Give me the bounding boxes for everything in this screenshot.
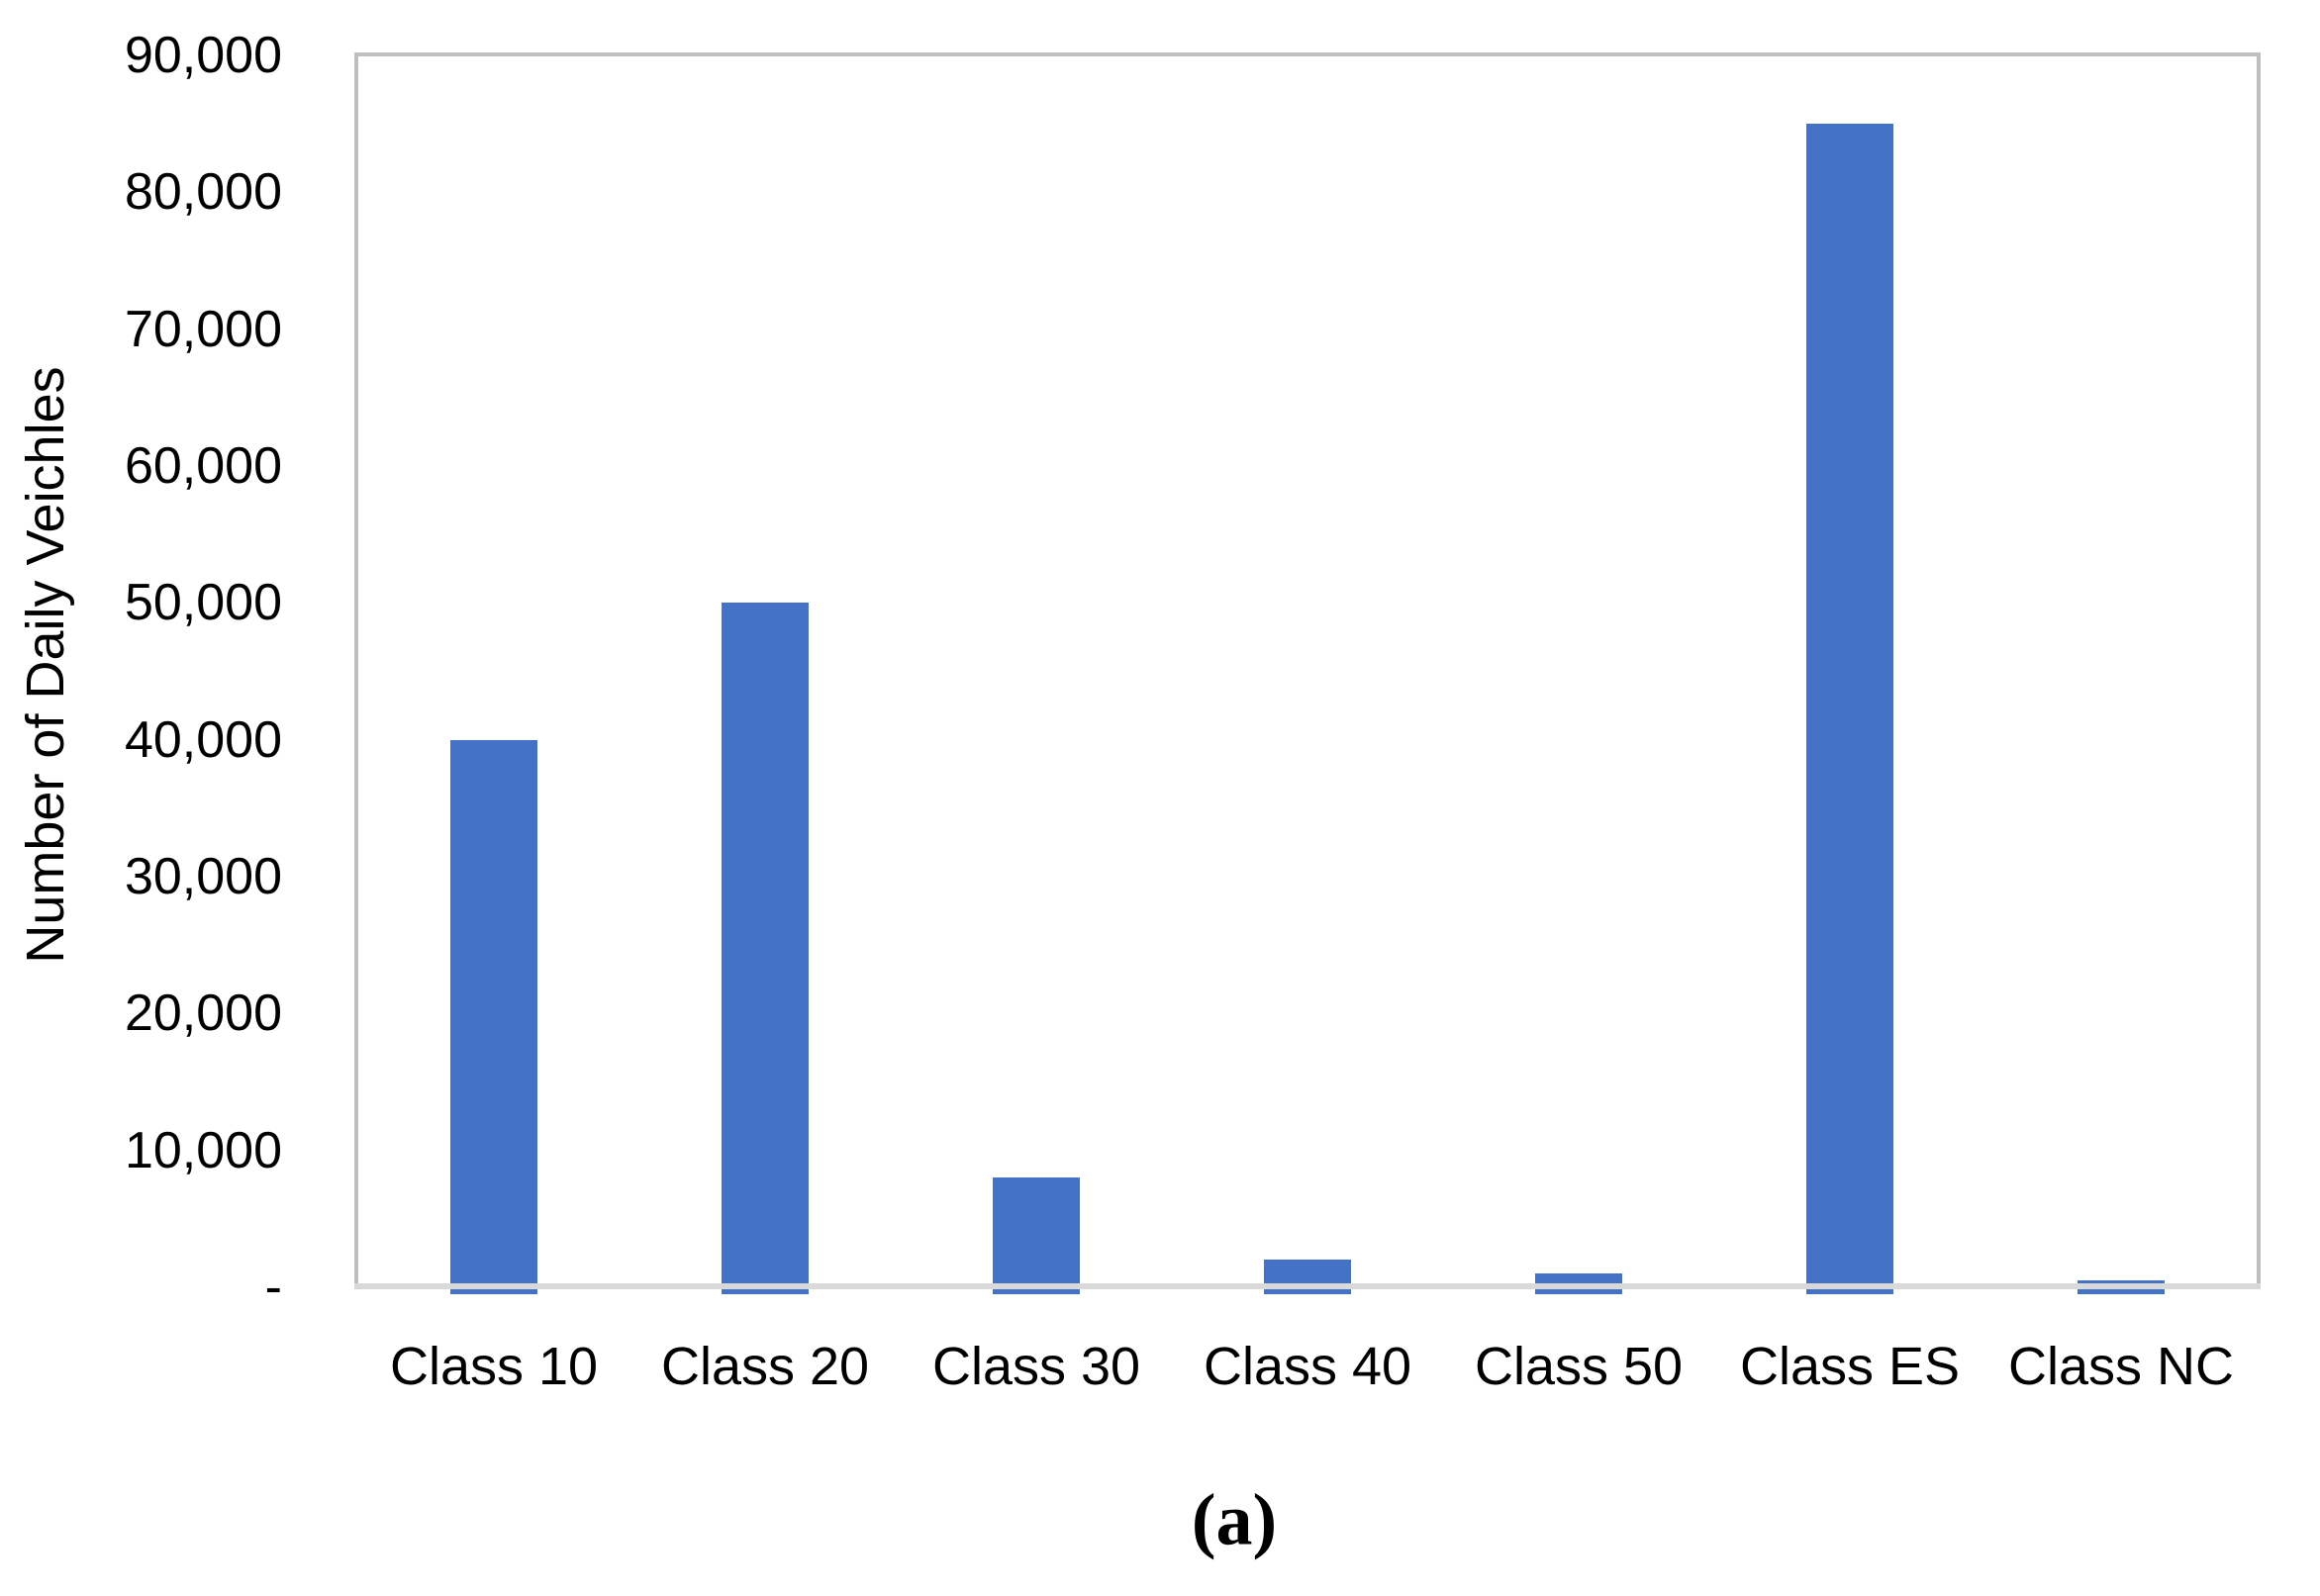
x-category-label-class-10: Class 10	[389, 1337, 599, 1396]
figure-caption: (a)	[1191, 1479, 1278, 1561]
x-category-label-class-40: Class 40	[1203, 1337, 1412, 1396]
y-tick-label: 80,000	[124, 163, 282, 221]
x-category-label-class-50: Class 50	[1474, 1337, 1684, 1396]
bar-class-es	[1806, 124, 1893, 1294]
y-tick-label: 10,000	[124, 1122, 282, 1179]
y-tick-label: 70,000	[124, 301, 282, 358]
y-tick-label: 20,000	[124, 985, 282, 1042]
y-axis-title: Number of Daily Veichles	[16, 366, 75, 964]
x-category-label-class-20: Class 20	[660, 1337, 870, 1396]
y-tick-label: -	[264, 1259, 282, 1316]
plot-area	[354, 52, 2261, 1294]
x-category-label-class-nc: Class NC	[2007, 1337, 2235, 1396]
y-tick-label: 90,000	[124, 27, 282, 84]
bar-class-10	[450, 740, 537, 1294]
x-category-label-class-es: Class ES	[1739, 1337, 1961, 1396]
x-category-label-class-30: Class 30	[931, 1337, 1141, 1396]
x-axis-line	[354, 1283, 2261, 1289]
bar-class-20	[722, 603, 809, 1294]
bar-class-30	[993, 1177, 1080, 1294]
